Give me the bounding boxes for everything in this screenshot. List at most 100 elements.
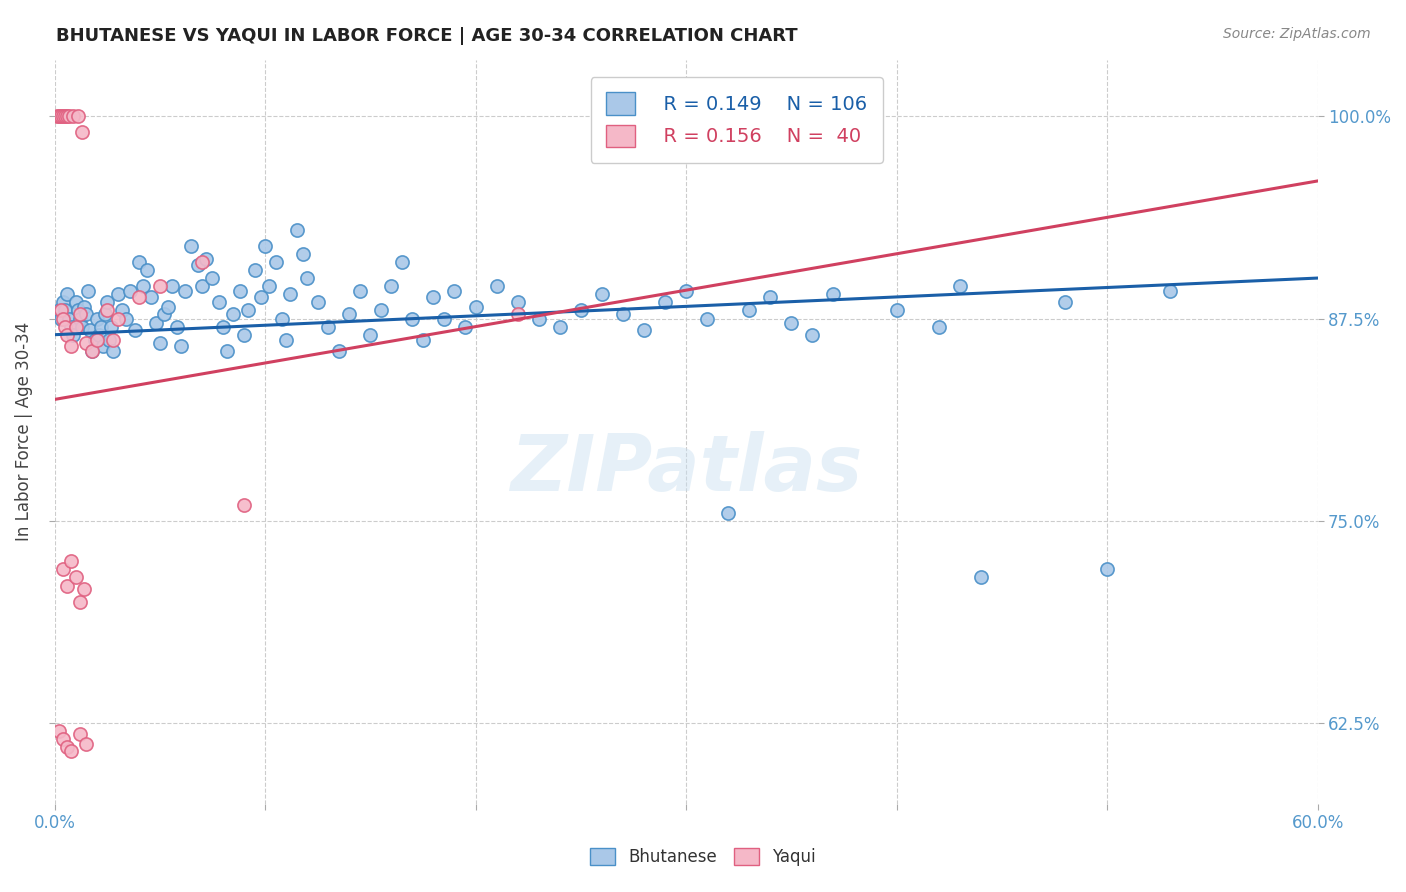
Point [83, 333, 105, 347]
Point [174, 284, 197, 298]
Point [73, 300, 96, 314]
Point [222, 307, 245, 321]
Point [422, 290, 444, 304]
Point [65, 295, 87, 310]
Point [233, 327, 256, 342]
Point [49, 303, 72, 318]
Point [191, 279, 214, 293]
Point [270, 311, 292, 326]
Point [443, 284, 465, 298]
Point [337, 307, 360, 321]
Point [66, 303, 89, 318]
Point [264, 255, 287, 269]
Point [60, 339, 83, 353]
Point [886, 303, 908, 318]
Point [591, 287, 613, 301]
Point [307, 295, 329, 310]
Point [107, 311, 129, 326]
Point [654, 295, 676, 310]
Point [52, 732, 75, 747]
Point [62, 109, 84, 123]
Point [401, 311, 423, 326]
Point [52, 311, 75, 326]
Point [928, 319, 950, 334]
Point [233, 498, 256, 512]
Point [69, 727, 91, 741]
Point [60, 319, 83, 334]
Point [96, 295, 118, 310]
Point [349, 284, 371, 298]
Point [291, 247, 314, 261]
Point [328, 343, 350, 358]
Point [96, 303, 118, 318]
Point [187, 258, 209, 272]
Point [548, 319, 571, 334]
Point [69, 307, 91, 321]
Point [103, 343, 125, 358]
Point [149, 335, 172, 350]
Point [278, 287, 301, 301]
Point [65, 319, 87, 334]
Point [91, 339, 114, 353]
Point [485, 279, 508, 293]
Point [391, 255, 413, 269]
Point [170, 339, 193, 353]
Point [115, 311, 138, 326]
Text: Source: ZipAtlas.com: Source: ZipAtlas.com [1223, 27, 1371, 41]
Point [949, 279, 972, 293]
Point [69, 595, 91, 609]
Point [136, 263, 159, 277]
Point [506, 295, 529, 310]
Point [124, 323, 146, 337]
Text: ZIPatlas: ZIPatlas [510, 431, 862, 507]
Point [70, 125, 93, 139]
Point [87, 327, 110, 342]
Point [52, 295, 75, 310]
Point [180, 238, 202, 252]
Point [823, 287, 845, 301]
Point [370, 303, 392, 318]
Point [464, 300, 486, 314]
Point [157, 300, 180, 314]
Point [380, 279, 402, 293]
Point [107, 287, 129, 301]
Point [359, 327, 381, 342]
Point [274, 333, 297, 347]
Point [49, 311, 72, 326]
Point [229, 284, 252, 298]
Point [56, 327, 79, 342]
Point [149, 279, 172, 293]
Point [1053, 295, 1076, 310]
Point [82, 343, 104, 358]
Point [79, 323, 101, 337]
Point [75, 335, 97, 350]
Point [285, 222, 308, 236]
Point [45, 109, 67, 123]
Point [53, 303, 76, 318]
Point [66, 109, 89, 123]
Point [1095, 562, 1118, 576]
Point [759, 290, 782, 304]
Point [217, 343, 239, 358]
Point [257, 279, 280, 293]
Point [75, 307, 97, 321]
Point [612, 307, 634, 321]
Point [238, 303, 260, 318]
Legend:   R = 0.149    N = 106,   R = 0.156    N =  40: R = 0.149 N = 106, R = 0.156 N = 40 [591, 77, 883, 162]
Point [801, 327, 824, 342]
Point [316, 319, 339, 334]
Point [70, 319, 93, 334]
Point [56, 740, 79, 755]
Point [433, 311, 456, 326]
Point [527, 311, 550, 326]
Point [569, 303, 592, 318]
Point [120, 284, 142, 298]
Point [52, 109, 75, 123]
Point [132, 279, 155, 293]
Point [65, 570, 87, 584]
Point [780, 317, 803, 331]
Point [48, 109, 70, 123]
Point [103, 333, 125, 347]
Point [696, 311, 718, 326]
Point [128, 290, 150, 304]
